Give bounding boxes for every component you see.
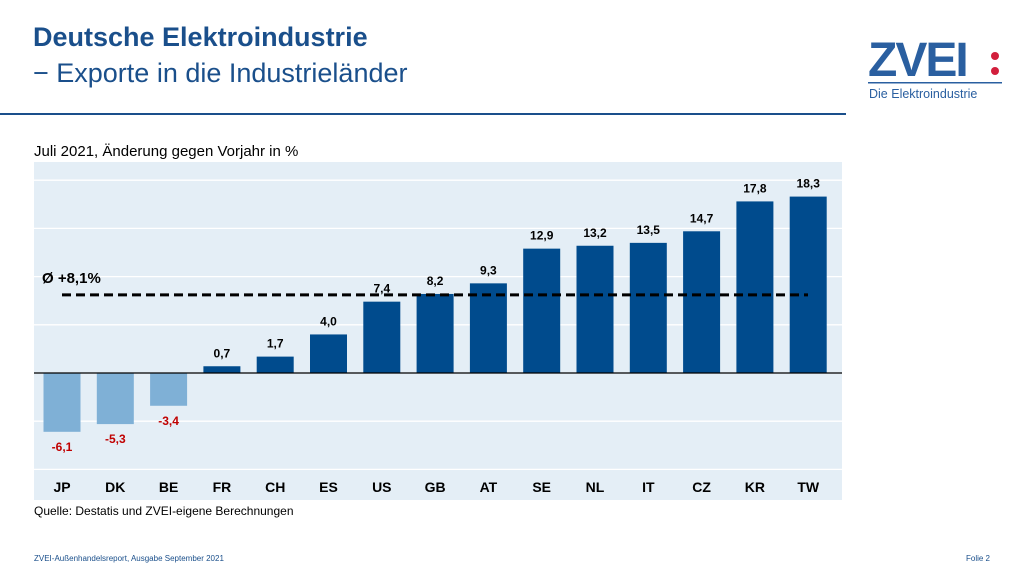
x-tick-label: US bbox=[372, 479, 391, 495]
bar-GB bbox=[416, 293, 454, 373]
bar-BE bbox=[150, 373, 188, 406]
bar-IT bbox=[629, 242, 667, 373]
bar-AT bbox=[469, 283, 507, 373]
data-label: 13,2 bbox=[583, 226, 607, 240]
x-tick-label: IT bbox=[642, 479, 655, 495]
bar-CH bbox=[256, 356, 294, 373]
page-subtitle: − Exporte in die Industrieländer bbox=[33, 58, 408, 88]
data-label: 1,7 bbox=[267, 337, 284, 351]
header-divider bbox=[0, 113, 846, 115]
data-label: 4,0 bbox=[320, 314, 337, 328]
x-tick-label: DK bbox=[105, 479, 125, 495]
footer-text: ZVEI-Außenhandelsreport, Ausgabe Septemb… bbox=[34, 554, 224, 563]
data-label: 8,2 bbox=[427, 274, 444, 288]
source-note: Quelle: Destatis und ZVEI-eigene Berechn… bbox=[34, 504, 294, 518]
bar-TW bbox=[789, 196, 827, 373]
bar-CZ bbox=[683, 231, 721, 373]
bar-SE bbox=[523, 248, 561, 373]
data-label: 7,4 bbox=[373, 282, 390, 296]
bar-DK bbox=[96, 373, 134, 425]
data-label: 9,3 bbox=[480, 263, 497, 277]
data-label: 0,7 bbox=[214, 346, 231, 360]
bar-KR bbox=[736, 201, 774, 373]
zvei-logo: ZVEI Die Elektroindustrie bbox=[868, 34, 1008, 109]
bar-JP bbox=[43, 373, 81, 432]
data-label: 12,9 bbox=[530, 229, 554, 243]
bar-US bbox=[363, 301, 401, 373]
bar-ES bbox=[310, 334, 347, 373]
slide-number: Folie 2 bbox=[965, 554, 990, 563]
data-label: -3,4 bbox=[158, 414, 179, 428]
x-tick-label: ES bbox=[319, 479, 338, 495]
logo-tagline: Die Elektroindustrie bbox=[869, 87, 977, 101]
data-label: 13,5 bbox=[637, 223, 661, 237]
x-tick-label: NL bbox=[586, 479, 605, 495]
data-label: 18,3 bbox=[797, 177, 821, 191]
average-label: Ø +8,1% bbox=[42, 270, 101, 287]
x-tick-label: TW bbox=[797, 479, 820, 495]
x-tick-label: AT bbox=[480, 479, 498, 495]
x-tick-label: BE bbox=[159, 479, 178, 495]
data-label: 14,7 bbox=[690, 211, 714, 225]
x-tick-label: SE bbox=[532, 479, 551, 495]
data-label: 17,8 bbox=[743, 181, 767, 195]
data-label: -5,3 bbox=[105, 432, 126, 446]
bar-NL bbox=[576, 245, 614, 373]
page-title: Deutsche Elektroindustrie bbox=[33, 22, 368, 52]
x-tick-label: CZ bbox=[692, 479, 711, 495]
x-tick-label: FR bbox=[213, 479, 232, 495]
bar-FR bbox=[203, 366, 241, 373]
x-tick-label: CH bbox=[265, 479, 285, 495]
x-tick-label: GB bbox=[425, 479, 446, 495]
x-tick-label: JP bbox=[53, 479, 70, 495]
data-label: -6,1 bbox=[52, 440, 73, 454]
svg-text:ZVEI: ZVEI bbox=[868, 34, 967, 87]
x-tick-label: KR bbox=[745, 479, 765, 495]
chart-subtitle: Juli 2021, Änderung gegen Vorjahr in % bbox=[34, 143, 299, 160]
